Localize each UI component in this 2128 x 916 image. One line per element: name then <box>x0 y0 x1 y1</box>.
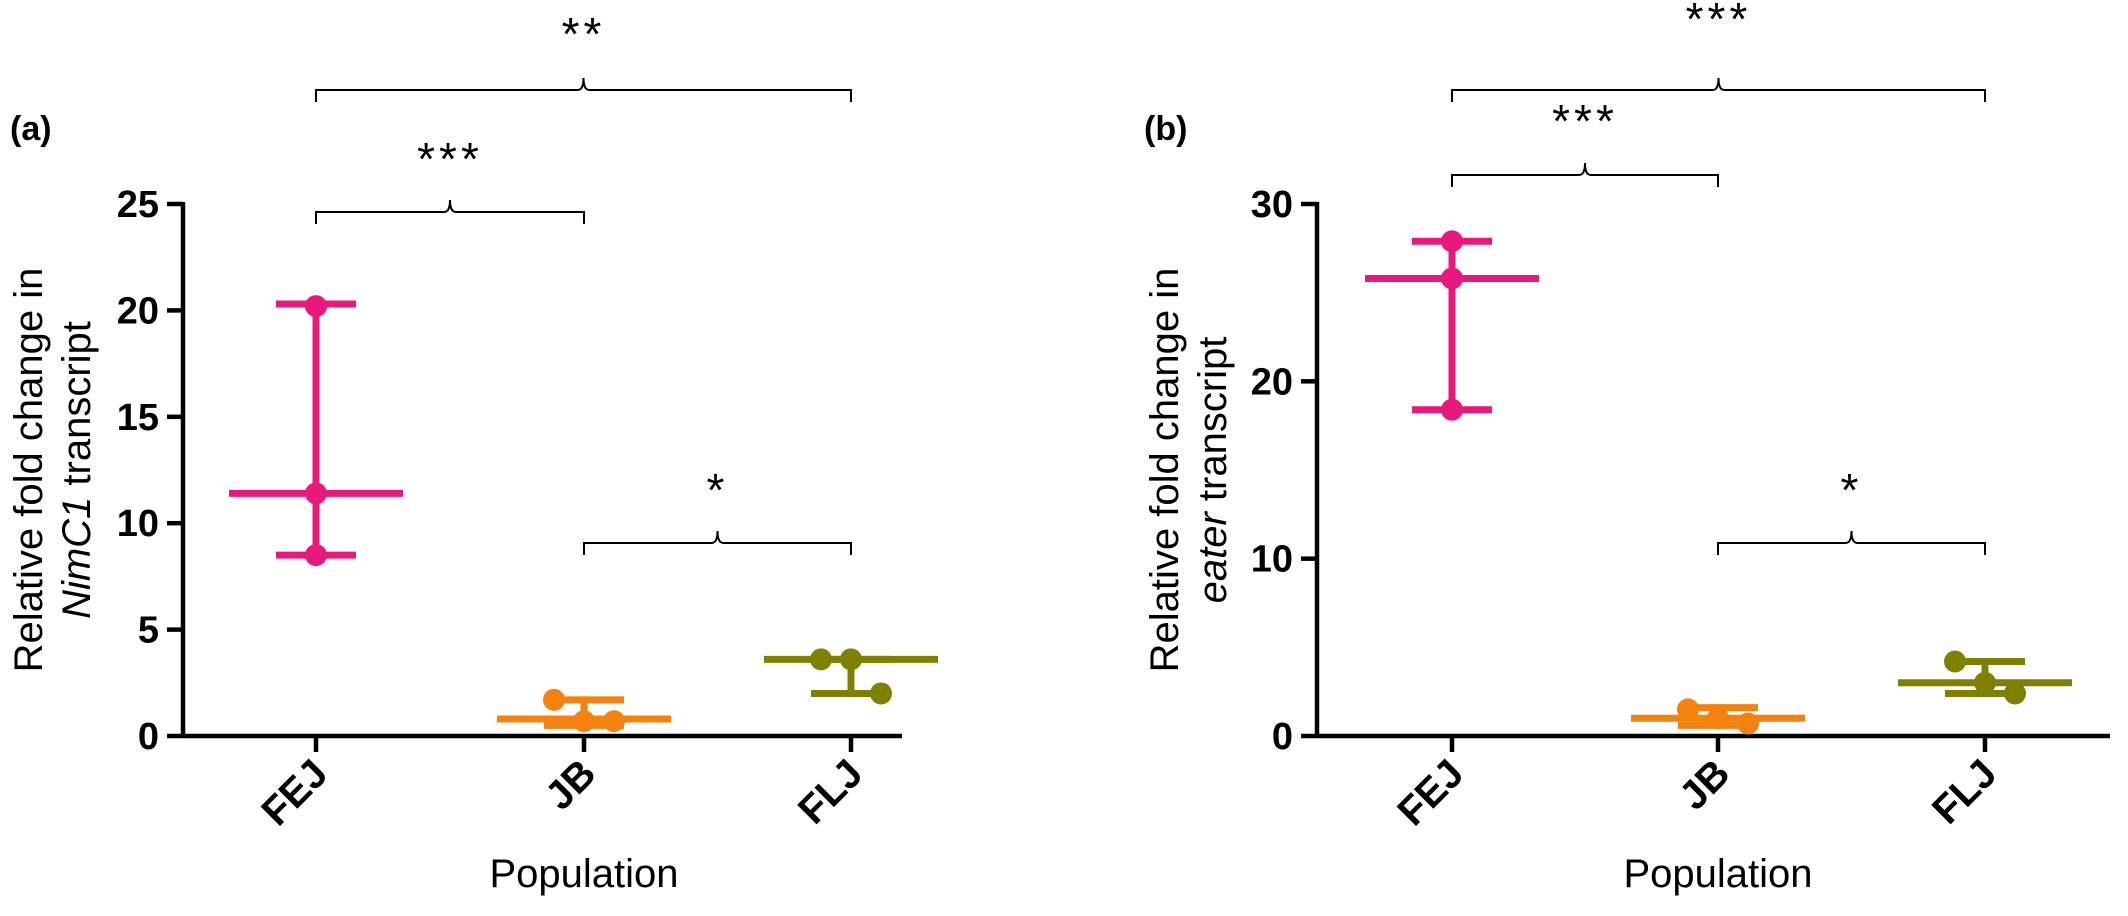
data-point-fej <box>305 482 327 505</box>
significance-label-fej-flj: ** <box>562 8 606 60</box>
significance-label-jb-flj: * <box>707 464 729 516</box>
data-point-flj <box>870 682 892 705</box>
y-tick-label: 0 <box>1272 716 1293 758</box>
data-point-jb <box>603 710 625 733</box>
data-point-flj <box>840 648 862 671</box>
significance-bracket-fej-flj <box>1451 77 1986 102</box>
y-tick-label: 15 <box>117 397 159 439</box>
y-tick-label: 25 <box>117 184 159 226</box>
y-axis-title-suffix: transcript <box>55 321 99 497</box>
y-axis-title-line1: Relative fold change in <box>7 268 51 673</box>
significance-bracket-fej-flj <box>315 77 852 102</box>
x-axis-title: Population <box>489 852 678 896</box>
x-tick-label-flj: FLJ <box>790 751 871 832</box>
data-point-jb <box>573 710 595 733</box>
significance-bracket-jb-flj <box>1717 530 1986 555</box>
y-axis-title: Relative fold change in eater transcript <box>1143 268 1235 673</box>
x-tick-label-fej: FEJ <box>253 751 336 834</box>
data-point-flj <box>1974 671 1996 694</box>
y-tick-label: 20 <box>117 290 159 332</box>
panel-a-nimc1-chart: (a) 0 5 10 15 20 25 FEJ JB FLJ Relative fold chang… <box>7 8 938 896</box>
y-axis-title-suffix: transcript <box>1191 337 1235 513</box>
significance-label-fej-jb: *** <box>1552 95 1618 147</box>
significance-bracket-fej-jb <box>1451 162 1719 187</box>
data-point-flj <box>2004 682 2026 705</box>
data-point-jb <box>543 688 565 711</box>
y-tick-label: 5 <box>138 610 159 652</box>
y-axis-title: Relative fold change in NimC1 transcript <box>7 268 99 673</box>
panel-b-eater-chart: (b) 0 10 20 30 FEJ JB FLJ Relative fold change i… <box>1143 0 2110 896</box>
data-point-fej <box>1441 398 1463 421</box>
data-point-flj <box>810 648 832 671</box>
data-point-fej <box>305 295 327 318</box>
y-tick-label: 0 <box>138 716 159 758</box>
data-point-fej <box>1441 230 1463 253</box>
panel-label: (b) <box>1144 110 1187 148</box>
y-tick-label: 10 <box>117 503 159 545</box>
y-tick-label: 30 <box>1251 184 1293 226</box>
x-tick-label-fej: FEJ <box>1389 751 1472 834</box>
data-point-fej <box>305 544 327 567</box>
x-axis-title: Population <box>1623 852 1812 896</box>
y-axis-title-gene: eater <box>1191 511 1235 604</box>
data-point-jb <box>1707 707 1729 730</box>
y-tick-label: 20 <box>1251 361 1293 403</box>
x-tick-label-jb: JB <box>1671 751 1738 818</box>
data-point-flj <box>1944 650 1966 673</box>
significance-bracket-fej-jb <box>315 199 585 224</box>
y-axis-title-line1: Relative fold change in <box>1143 268 1187 673</box>
data-point-fej <box>1441 267 1463 290</box>
significance-label-fej-jb: *** <box>417 133 483 185</box>
x-tick-label-flj: FLJ <box>1924 751 2005 832</box>
data-point-jb <box>1737 712 1759 735</box>
data-point-jb <box>1677 698 1699 721</box>
x-tick-label-jb: JB <box>537 751 604 818</box>
significance-bracket-jb-flj <box>583 530 852 555</box>
y-axis-title-gene: NimC1 <box>55 497 99 619</box>
panel-label: (a) <box>10 110 52 148</box>
significance-label-jb-flj: * <box>1841 464 1863 516</box>
y-tick-label: 10 <box>1251 539 1293 581</box>
significance-label-fej-flj: *** <box>1686 0 1752 45</box>
